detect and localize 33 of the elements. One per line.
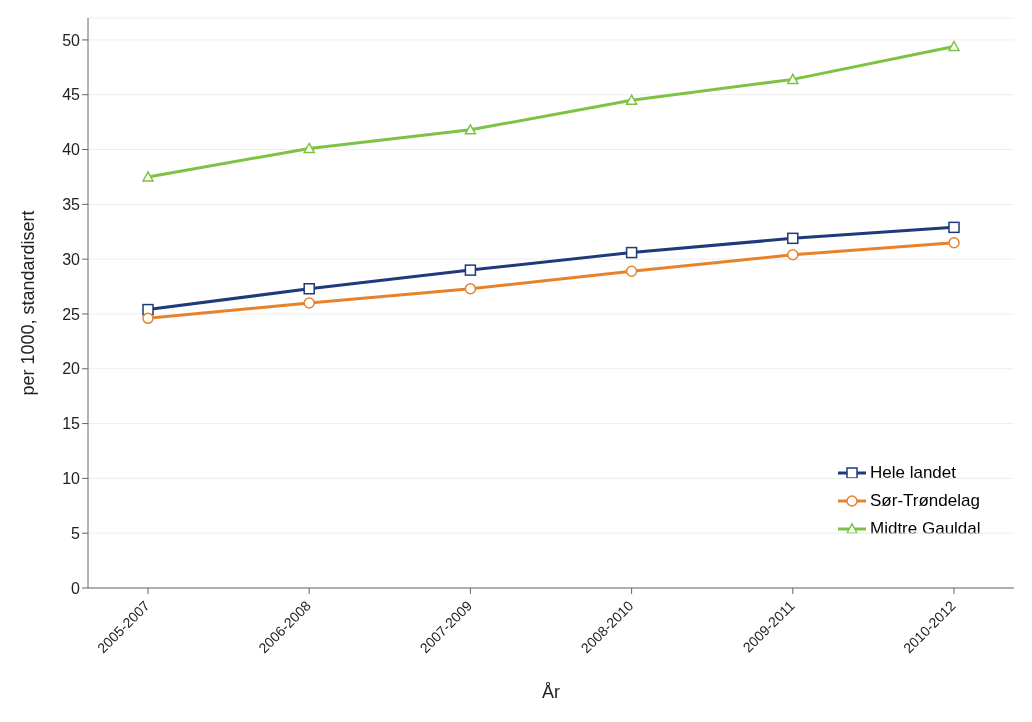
point (787, 73, 799, 85)
point (142, 312, 154, 325)
legend-label: Hele landet (870, 463, 957, 483)
point (142, 171, 154, 182)
legend-label: Sør-Trøndelag (870, 491, 980, 511)
y-tick-label: 35 (62, 196, 81, 214)
point (625, 94, 638, 105)
point (303, 142, 315, 154)
legend-label: Midtre Gauldal (870, 519, 981, 539)
y-tick-label: 25 (62, 305, 81, 323)
y-tick-label: 30 (62, 250, 81, 268)
point (303, 283, 315, 295)
point (948, 221, 960, 234)
y-tick-label: 10 (62, 470, 81, 488)
point (303, 297, 315, 309)
y-tick-label: 40 (62, 141, 81, 159)
y-tick-label: 50 (62, 31, 81, 49)
point (948, 236, 960, 249)
y-tick-label: 20 (62, 360, 81, 378)
x-axis-title: År (542, 682, 561, 702)
y-tick-label: 5 (71, 524, 81, 542)
point (787, 232, 799, 245)
point (464, 124, 477, 135)
y-tick-label: 15 (62, 415, 81, 433)
y-axis-title: per 1000, standardisert (18, 210, 39, 396)
point (625, 246, 638, 259)
point (464, 283, 477, 295)
point (464, 264, 477, 276)
y-tick-label: 45 (62, 86, 81, 104)
point (948, 40, 960, 52)
point (625, 265, 638, 277)
y-tick-label: 0 (71, 579, 81, 597)
point (787, 249, 799, 261)
